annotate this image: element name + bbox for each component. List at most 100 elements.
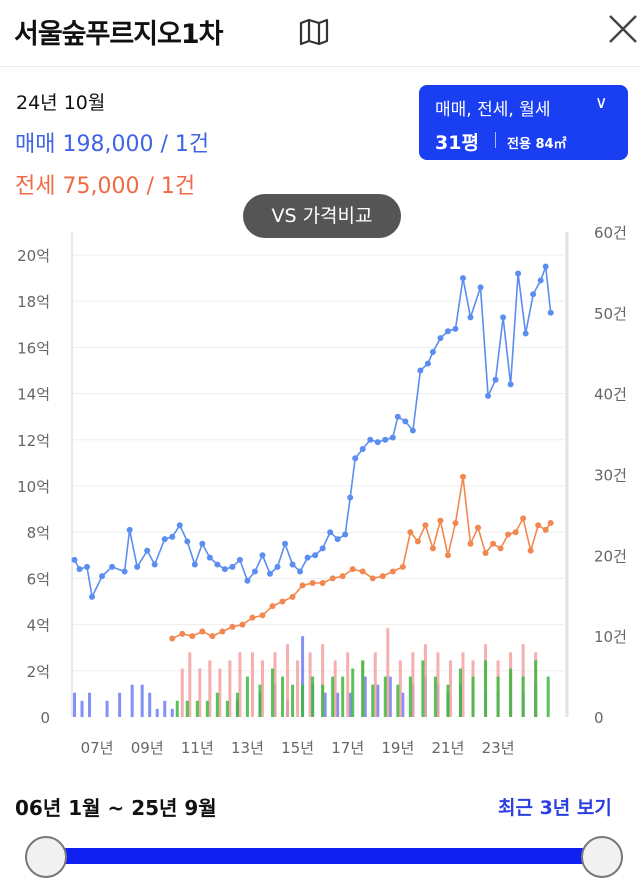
volume_pink-bar xyxy=(398,660,402,717)
close-icon[interactable] xyxy=(606,12,640,46)
volume_green-bar xyxy=(291,684,295,717)
left-tick-label: 18억 xyxy=(17,293,50,311)
volume_pink-bar xyxy=(411,652,415,717)
volume_green-bar xyxy=(484,660,488,717)
jeonse-point xyxy=(229,623,236,630)
right-tick-label: 60건 xyxy=(594,224,627,242)
filter-area: 전용 84㎡ xyxy=(507,137,567,152)
x-tick-label: 11년 xyxy=(181,739,214,757)
jeonse-point xyxy=(535,522,542,529)
filter-types: 매매, 전세, 월세 xyxy=(435,100,551,120)
sale-point xyxy=(492,376,499,383)
jeonse-point xyxy=(239,621,246,628)
volume_blue-bar xyxy=(323,692,327,717)
sale-point xyxy=(267,570,273,577)
right-tick-label: 30건 xyxy=(594,467,627,485)
volume_green-bar xyxy=(351,668,355,717)
vs-compare-button[interactable]: VS 가격비교 xyxy=(243,194,401,238)
sale-point xyxy=(319,545,326,552)
volume_green-bar xyxy=(311,676,315,717)
sale-point xyxy=(89,593,96,600)
volume_pink-bar xyxy=(296,660,300,717)
jeonse-point xyxy=(459,473,466,480)
volume_blue-bar xyxy=(73,692,77,717)
jeonse-point xyxy=(542,526,549,533)
sale-point xyxy=(515,270,522,277)
jeonse-point xyxy=(452,519,459,526)
volume_green-bar xyxy=(446,684,450,717)
volume_green-bar xyxy=(471,676,475,717)
period-slider-end-handle[interactable] xyxy=(581,836,623,878)
volume_green-bar xyxy=(383,676,387,717)
jeonse-point xyxy=(414,538,421,545)
jeonse-point xyxy=(199,628,206,635)
volume_green-bar xyxy=(258,684,262,717)
jeonse-point xyxy=(475,524,482,531)
volume_pink-bar xyxy=(198,668,202,717)
jeonse-point xyxy=(490,540,497,547)
volume_green-bar xyxy=(341,676,345,717)
sale-point xyxy=(304,554,311,561)
volume_green-bar xyxy=(396,684,400,717)
volume_blue-bar xyxy=(348,692,352,717)
price-chart[interactable]: 0 2억 4억 6억 8억 10억 12억 14억 16억 18억 20억 0 10건 20건 30건 40건… xyxy=(0,222,640,762)
period-slider-start-handle[interactable] xyxy=(25,836,67,878)
right-tick-label: 10건 xyxy=(594,628,627,646)
volume_blue-bar xyxy=(140,684,144,717)
volume_green-bar xyxy=(371,684,375,717)
volume_green-bar xyxy=(301,684,305,717)
volume_pink-bar xyxy=(461,652,465,717)
sale-point xyxy=(389,434,396,441)
sale-point xyxy=(409,427,416,434)
jeonse-point xyxy=(520,515,527,522)
jeonse-point xyxy=(482,549,489,556)
sale-point xyxy=(144,547,151,554)
map-icon[interactable] xyxy=(298,18,330,46)
volume_blue-bar xyxy=(170,708,174,717)
jeonse-point xyxy=(505,531,512,538)
sale-point xyxy=(199,540,206,547)
sale-point xyxy=(485,392,492,399)
sale-point xyxy=(99,573,106,580)
sale-point xyxy=(312,552,319,559)
volume_blue-bar xyxy=(105,700,109,717)
x-tick-label: 21년 xyxy=(432,739,465,757)
sale-point xyxy=(244,577,251,584)
period-slider-track[interactable] xyxy=(44,848,601,864)
sale-point xyxy=(229,563,236,570)
volume_green-bar xyxy=(281,676,285,717)
sale-point xyxy=(289,561,296,568)
recent-3-years-button[interactable]: 최근 3년 보기 xyxy=(498,797,612,819)
volume_pink-bar xyxy=(250,652,254,717)
left-tick-label: 12억 xyxy=(17,432,50,450)
left-tick-label: 10억 xyxy=(17,478,50,496)
jeonse-point xyxy=(339,573,346,580)
sale-point xyxy=(367,436,374,443)
volume_green-bar xyxy=(245,676,249,717)
sale-point xyxy=(424,360,431,367)
sale-point xyxy=(221,566,228,573)
sale-line xyxy=(73,266,552,600)
jeonse-point xyxy=(497,545,504,552)
left-tick-label: 6억 xyxy=(27,570,50,588)
x-tick-label: 15년 xyxy=(281,739,314,757)
volume_pink-bar xyxy=(386,628,390,717)
jeonse-point xyxy=(259,612,266,619)
sale-point xyxy=(444,328,451,335)
volume_blue-bar xyxy=(388,676,392,717)
volume_green-bar xyxy=(185,700,189,717)
sale-point xyxy=(259,552,266,559)
sale-point xyxy=(359,446,366,453)
filter-button[interactable]: 매매, 전세, 월세 ∨ 31평 전용 84㎡ xyxy=(419,85,628,160)
jeonse-summary: 전세 75,000 / 1건 xyxy=(15,174,196,199)
left-tick-label: 4억 xyxy=(27,617,50,635)
volume_blue-bar xyxy=(80,700,84,717)
sale-point xyxy=(169,533,176,540)
volume_pink-bar xyxy=(321,644,325,717)
sale-point xyxy=(374,439,381,446)
volume_blue-bar xyxy=(155,708,159,717)
sale-point xyxy=(151,561,158,568)
volume_green-bar xyxy=(408,676,412,717)
volume_green-bar xyxy=(421,660,425,717)
sale-point xyxy=(327,529,334,536)
